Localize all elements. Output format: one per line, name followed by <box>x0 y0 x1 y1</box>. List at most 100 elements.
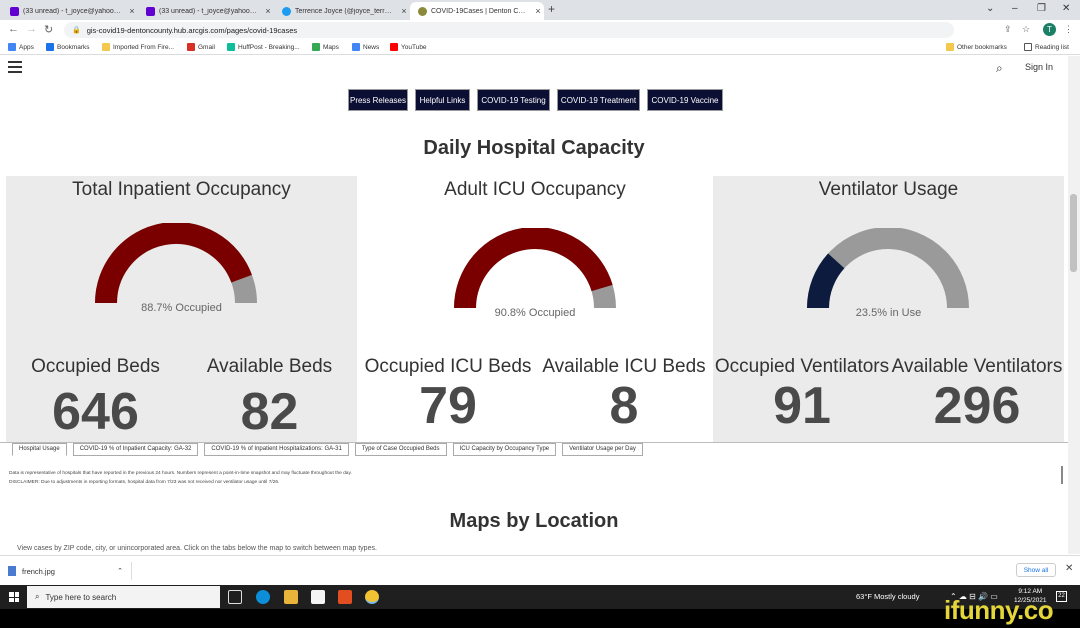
youtube-icon <box>390 43 398 51</box>
windows-taskbar: ⌕ Type here to search 63°F Mostly cloudy… <box>0 585 1080 609</box>
gauge-caption: 88.7% Occupied <box>141 302 222 314</box>
weather-widget[interactable]: 63°F Mostly cloudy <box>856 592 920 601</box>
profile-avatar[interactable]: T <box>1043 23 1056 36</box>
taskbar-search-input[interactable]: ⌕ Type here to search <box>27 586 220 608</box>
available-icu-beds-label: Available ICU Beds <box>542 356 706 377</box>
browser-tab-2[interactable]: (33 unread) - t_joyce@yahoo.com × <box>138 2 274 20</box>
tab-title: (33 unread) - t_joyce@yahoo.com <box>23 7 122 15</box>
nav-press-releases[interactable]: Press Releases <box>348 89 408 111</box>
gmail-icon <box>187 43 195 51</box>
browser-tab-3[interactable]: Terrence Joyce (@joyce_terrence) × <box>274 2 410 20</box>
gauge-caption: 23.5% in Use <box>855 307 922 319</box>
share-icon[interactable]: ⇪ <box>1004 24 1012 34</box>
browser-tab-1[interactable]: (33 unread) - t_joyce@yahoo.com × <box>2 2 138 20</box>
minimize-icon[interactable]: – <box>1012 3 1018 14</box>
tab-title: COVID-19Cases | Denton County <box>431 7 528 15</box>
store-icon[interactable] <box>311 590 325 604</box>
nav-helpful-links[interactable]: Helpful Links <box>415 89 470 111</box>
occupied-beds-label: Occupied Beds <box>31 356 160 377</box>
task-view-icon[interactable] <box>228 590 242 604</box>
subtab-inpatient-capacity[interactable]: COVID-19 % of Inpatient Capacity: GA-32 <box>72 443 199 456</box>
file-explorer-icon[interactable] <box>284 590 298 604</box>
address-toolbar: ← → ↻ 🔒 gis-covid19-dentoncounty.hub.arc… <box>0 20 1080 40</box>
subtab-case-occupied-beds[interactable]: Type of Case Occupied Beds <box>354 443 447 456</box>
clock-date: 12/25/2021 <box>1014 597 1047 604</box>
bookmark-apps[interactable]: Apps <box>8 43 34 51</box>
star-icon <box>46 43 54 51</box>
url-input[interactable]: 🔒 gis-covid19-dentoncounty.hub.arcgis.co… <box>64 22 954 38</box>
forward-arrow-icon[interactable]: → <box>26 23 37 35</box>
browser-tab-4-active[interactable]: COVID-19Cases | Denton County × <box>410 2 544 20</box>
other-bookmarks[interactable]: Other bookmarks <box>946 43 1007 51</box>
bookmark-huffpost[interactable]: HuffPost - Breaking... <box>227 43 300 51</box>
available-beds-value: 82 <box>240 383 299 441</box>
gauge-icu <box>454 228 616 309</box>
sign-in-link[interactable]: Sign In <box>1025 62 1054 72</box>
ifunny-watermark: ifunny.co <box>944 595 1054 625</box>
page-scrollbar[interactable] <box>1068 56 1080 554</box>
close-tab-icon[interactable]: × <box>265 6 271 16</box>
new-tab-button[interactable]: + <box>548 2 556 16</box>
nav-covid-testing[interactable]: COVID-19 Testing <box>477 89 550 111</box>
bookmark-bookmarks[interactable]: Bookmarks <box>46 43 90 51</box>
close-download-bar-icon[interactable]: ✕ <box>1065 563 1074 574</box>
restore-icon[interactable]: ❐ <box>1037 3 1046 14</box>
close-window-icon[interactable]: ✕ <box>1062 3 1071 14</box>
gauge-ventilator <box>807 228 969 309</box>
nav-covid-treatment[interactable]: COVID-19 Treatment <box>557 89 640 111</box>
bookmark-youtube[interactable]: YouTube <box>390 43 427 51</box>
close-tab-icon[interactable]: × <box>401 6 407 16</box>
bookmark-maps[interactable]: Maps <box>312 43 339 51</box>
menu-kebab-icon[interactable]: ⋮ <box>1064 24 1073 34</box>
subtab-inpatient-hospitalizations[interactable]: COVID-19 % of Inpatient Hospitalizations… <box>204 443 349 456</box>
tab-search-icon[interactable]: ⌄ <box>986 3 995 14</box>
windows-start-icon[interactable] <box>9 592 19 602</box>
bookmark-gmail[interactable]: Gmail <box>187 43 215 51</box>
page-scrollbar-thumb[interactable] <box>1070 194 1077 272</box>
office-icon[interactable] <box>338 590 352 604</box>
reading-list[interactable]: Reading list <box>1024 43 1069 51</box>
back-arrow-icon[interactable]: ← <box>8 23 19 35</box>
close-tab-icon[interactable]: × <box>535 6 541 16</box>
apps-grid-icon <box>8 43 16 51</box>
disclaimer-note: DISCLAIMER: Due to adjustments in report… <box>9 480 280 485</box>
section-title-maps: Maps by Location <box>449 510 619 532</box>
gauge-fill <box>454 228 613 309</box>
bookmark-imported[interactable]: Imported From Fire... <box>102 43 174 51</box>
available-ventilators-label: Available Ventilators <box>891 356 1063 377</box>
url-text: gis-covid19-dentoncounty.hub.arcgis.com/… <box>86 25 298 35</box>
yahoo-mail-icon <box>10 6 19 16</box>
download-item[interactable]: french.jpg ⌃ <box>8 562 132 580</box>
nav-covid-vaccine[interactable]: COVID-19 Vaccine <box>647 89 723 111</box>
section-title-hospital-capacity: Daily Hospital Capacity <box>423 137 645 159</box>
star-icon[interactable]: ☆ <box>1022 24 1031 34</box>
system-tray-icons[interactable]: ⌃ ☁ ⊟ 🔊 ▭ <box>950 592 998 601</box>
close-tab-icon[interactable]: × <box>129 6 135 16</box>
inner-scroll-handle[interactable] <box>1061 466 1063 484</box>
panel-title: Ventilator Usage <box>818 179 959 200</box>
folder-icon <box>946 43 954 51</box>
available-beds-label: Available Beds <box>206 356 333 377</box>
download-bar: french.jpg ⌃ Show all ✕ <box>0 555 1080 585</box>
taskbar-search-placeholder: Type here to search <box>45 592 117 602</box>
bookmarks-bar: Apps Bookmarks Imported From Fire... Gma… <box>0 40 1080 55</box>
show-all-button[interactable]: Show all <box>1016 563 1056 577</box>
subtab-icu-capacity[interactable]: ICU Capacity by Occupancy Type <box>452 443 557 456</box>
subtab-ventilator-usage[interactable]: Ventilator Usage per Day <box>562 443 643 456</box>
reading-list-icon <box>1024 43 1032 51</box>
reload-icon[interactable]: ↻ <box>44 24 54 36</box>
notification-center-icon[interactable]: 22 <box>1056 591 1067 602</box>
gauge-fill <box>95 223 252 304</box>
search-icon[interactable]: ⌕ <box>996 61 1003 75</box>
occupied-ventilators-value: 91 <box>773 377 831 435</box>
chrome-icon[interactable] <box>365 590 379 604</box>
subtab-hospital-usage[interactable]: Hospital Usage <box>12 443 67 456</box>
hamburger-menu-icon[interactable] <box>8 61 22 73</box>
taskbar-clock[interactable]: 9:12 AM 12/25/2021 <box>1014 587 1047 605</box>
available-ventilators-value: 296 <box>933 377 1021 435</box>
bottom-black-bar <box>0 609 1080 628</box>
occupied-ventilators-label: Occupied Ventilators <box>714 356 890 377</box>
bookmark-news[interactable]: News <box>352 43 379 51</box>
chevron-up-icon[interactable]: ⌃ <box>117 568 123 575</box>
edge-icon[interactable] <box>256 590 270 604</box>
